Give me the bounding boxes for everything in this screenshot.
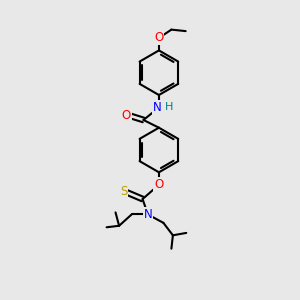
Text: O: O <box>154 178 164 191</box>
Text: N: N <box>153 101 162 114</box>
Text: N: N <box>143 208 152 221</box>
Text: H: H <box>165 103 173 112</box>
Text: O: O <box>154 32 164 44</box>
Text: S: S <box>120 185 127 198</box>
Text: O: O <box>122 109 131 122</box>
